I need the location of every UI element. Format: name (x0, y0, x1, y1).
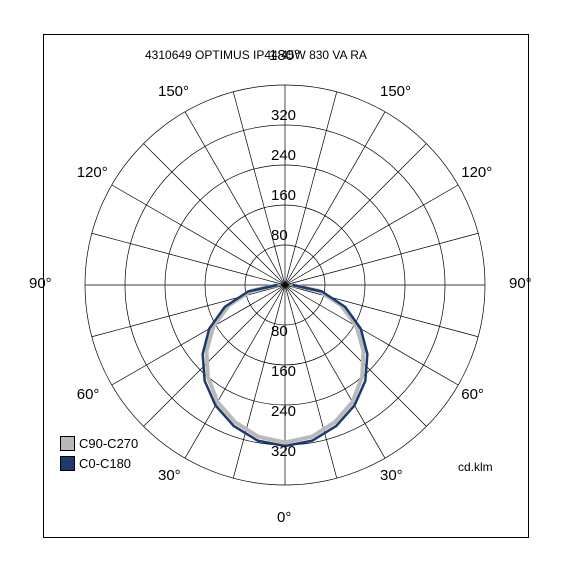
ring-label: 320 (271, 107, 296, 124)
angle-label: 90° (29, 275, 52, 292)
angle-label: 30° (158, 467, 181, 484)
ring-label: 80 (271, 227, 288, 244)
angle-label: 120° (77, 164, 108, 181)
ring-label: 80 (271, 323, 288, 340)
angle-label: 60° (461, 386, 484, 403)
angle-label: 0° (277, 509, 291, 526)
angle-label: 60° (77, 386, 100, 403)
legend-row-c90: C90-C270 (60, 436, 138, 451)
angle-label: 150° (380, 83, 411, 100)
legend-swatch-c0 (60, 456, 75, 471)
ring-label: 320 (271, 443, 296, 460)
ring-label: 240 (271, 147, 296, 164)
legend-swatch-c90 (60, 436, 75, 451)
chart-title: 4310649 OPTIMUS IP44 45W 830 VA RA (145, 48, 367, 62)
angle-label: 120° (461, 164, 492, 181)
legend-row-c0: C0-C180 (60, 456, 131, 471)
ring-label: 160 (271, 363, 296, 380)
angle-label: 150° (158, 83, 189, 100)
polar-chart-svg (0, 0, 570, 570)
legend-label-c90: C90-C270 (79, 436, 138, 451)
units-label: cd.klm (458, 460, 493, 474)
angle-label: 180° (269, 47, 300, 64)
ring-label: 160 (271, 187, 296, 204)
legend-label-c0: C0-C180 (79, 456, 131, 471)
ring-label: 240 (271, 403, 296, 420)
angle-label: 90° (509, 275, 532, 292)
angle-label: 30° (380, 467, 403, 484)
polar-chart-container: 4310649 OPTIMUS IP44 45W 830 VA RA 180° 1… (0, 0, 570, 570)
